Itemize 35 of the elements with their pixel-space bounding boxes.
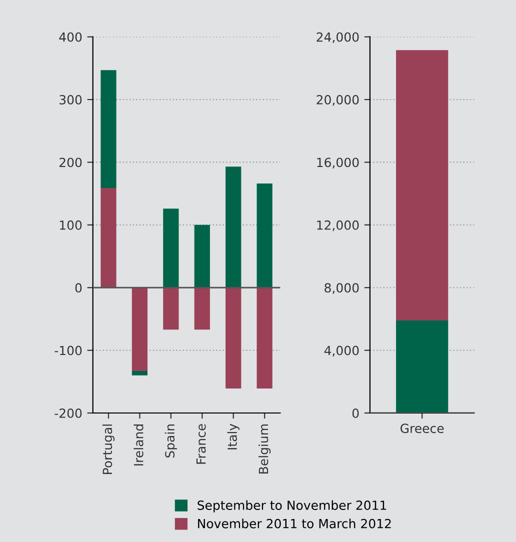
- bar: [132, 288, 148, 371]
- y-tick-label: 16,000: [317, 158, 359, 168]
- y-tick-label: 300: [60, 95, 82, 104]
- bar: [194, 288, 210, 330]
- x-tick-label: France: [196, 424, 206, 464]
- x-tick-label: Belgium: [258, 424, 271, 474]
- x-tick-label: Greece: [400, 424, 444, 434]
- y-tick-label: 12,000: [317, 220, 359, 232]
- legend-label: September to November 2011: [198, 500, 386, 512]
- y-tick-label: 0: [352, 408, 359, 418]
- bar: [163, 208, 179, 288]
- bar: [256, 184, 272, 288]
- bar: [226, 288, 242, 389]
- bar: [132, 371, 148, 376]
- y-tick-label: -100: [54, 346, 82, 356]
- y-tick-label: 200: [60, 158, 82, 168]
- x-tick-label: Spain: [164, 424, 177, 458]
- y-tick-label: 4,000: [324, 346, 359, 357]
- bar: [256, 288, 272, 389]
- bar: [226, 166, 242, 288]
- y-tick-label: -200: [54, 408, 82, 418]
- y-tick-label: 100: [60, 220, 82, 230]
- y-tick-label: 24,000: [316, 32, 359, 44]
- x-tick-label: Italy: [227, 424, 240, 450]
- bar: [194, 224, 210, 288]
- bar: [163, 288, 179, 330]
- x-tick-label: Ireland: [134, 424, 144, 466]
- x-tick-label: Portugal: [102, 424, 115, 474]
- legend-label: November 2011 to March 2012: [198, 518, 391, 528]
- y-tick-label: 8,000: [324, 283, 359, 294]
- y-tick-label: 0: [75, 283, 82, 293]
- y-tick-label: 20,000: [316, 95, 359, 106]
- bar: [100, 70, 116, 188]
- bar: [100, 188, 116, 288]
- y-tick-label: 400: [59, 32, 82, 42]
